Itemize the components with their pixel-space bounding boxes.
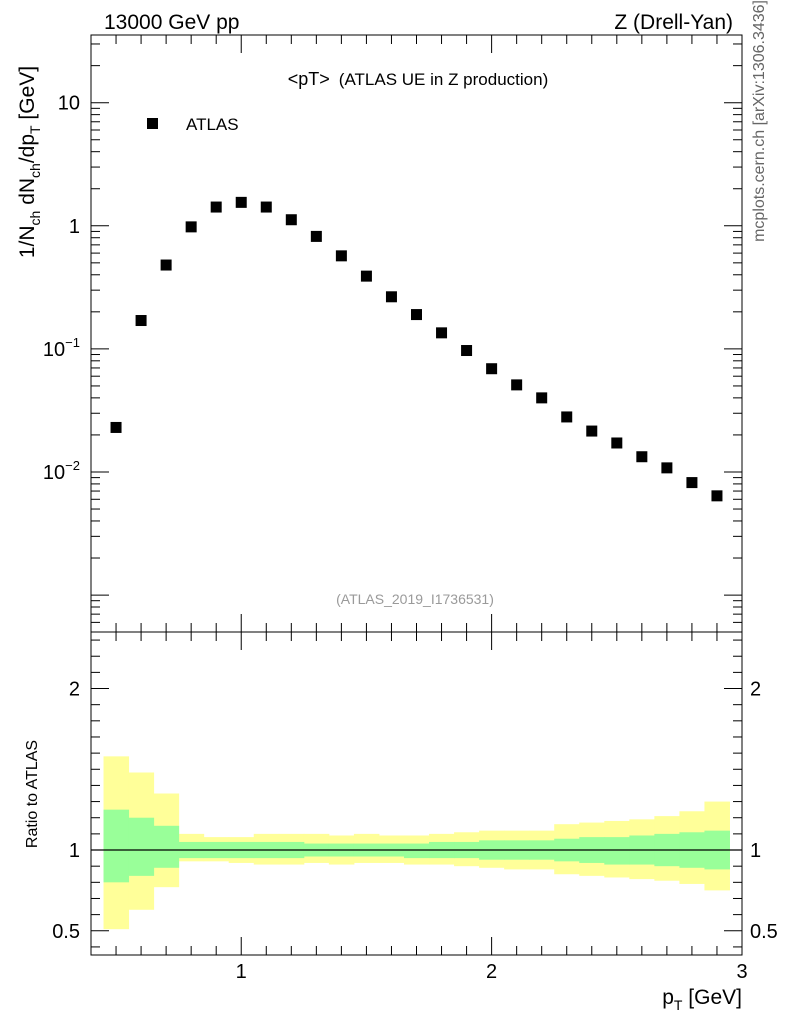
data-point <box>461 345 473 357</box>
xlabel-sub: T <box>674 997 683 1013</box>
mcplots-side-label: mcplots.cern.ch [arXiv:1306.3436] <box>751 0 768 242</box>
x-tick-label: 1 <box>236 961 247 983</box>
title-subtitle: (ATLAS UE in Z production) <box>339 70 548 89</box>
data-point <box>110 421 122 433</box>
ratio-y-tick-label-right: 1 <box>750 840 761 862</box>
main-title: <pT> (ATLAS UE in Z production) <box>288 69 548 89</box>
data-point <box>686 477 698 489</box>
data-point <box>235 196 247 208</box>
data-point <box>385 291 397 303</box>
ratio-y-tick-label-left: 0.5 <box>52 921 80 943</box>
ylabel-part: [GeV] <box>16 66 39 126</box>
data-point <box>335 250 347 262</box>
green-band-bin <box>403 843 430 859</box>
y-tick-label-base: 10 <box>58 93 80 115</box>
y-tick-label-exp: −1 <box>65 335 80 350</box>
ylabel-part: dN <box>16 178 39 211</box>
data-point <box>511 379 523 391</box>
y-tick-label: 10 <box>58 93 80 115</box>
legend-label-atlas: ATLAS <box>186 115 239 134</box>
main-y-axis-label: 1/Nch dNch/dpT [GeV] <box>16 66 43 258</box>
data-point <box>135 315 147 327</box>
ratio-y-tick-label-right: 0.5 <box>750 921 778 943</box>
xlabel-part: p <box>662 986 674 1009</box>
ylabel-part: /dp <box>16 134 39 163</box>
data-point <box>436 327 448 339</box>
ratio-panel: 2 2 1 1 0.5 0.5 1 2 3 Ratio to ATLAS pT [GeV] <box>24 631 778 1013</box>
data-point <box>586 425 598 437</box>
data-point <box>611 437 623 449</box>
header-energy-label: 13000 GeV pp <box>104 11 239 34</box>
data-point <box>486 363 498 375</box>
ratio-uncertainty-bands <box>103 756 730 930</box>
green-band-bin <box>604 837 630 865</box>
ratio-y-tick-label-left: 1 <box>69 840 80 862</box>
x-axis-label: pT [GeV] <box>662 986 742 1013</box>
data-point <box>285 214 297 226</box>
ylabel-sub: T <box>27 125 43 134</box>
analysis-label: (ATLAS_2019_I1736531) <box>336 591 494 607</box>
y-tick-label: 10−2 <box>43 458 80 484</box>
data-point <box>411 309 422 321</box>
x-tick-label: 2 <box>486 961 497 983</box>
header-process-label: Z (Drell-Yan) <box>614 11 733 34</box>
data-point <box>636 451 648 463</box>
data-point <box>210 201 222 213</box>
green-band-bin <box>128 817 155 876</box>
atlas-data-points <box>110 196 723 502</box>
ratio-axis-ticks <box>90 632 743 955</box>
data-point <box>260 201 272 213</box>
ylabel-part: 1/N <box>16 225 39 258</box>
x-tick-label: 3 <box>736 961 747 983</box>
data-point <box>360 270 372 282</box>
y-tick-label-base: 10 <box>43 462 65 484</box>
data-point <box>661 462 673 474</box>
y-tick-label: 1 <box>69 216 80 238</box>
ylabel-sub: ch <box>27 211 43 226</box>
data-point <box>185 221 197 233</box>
data-point <box>536 392 548 404</box>
data-point <box>711 490 723 502</box>
y-tick-label-base: 10 <box>43 339 65 361</box>
y-tick-label-base: 1 <box>69 216 80 238</box>
ylabel-sub: ch <box>27 163 43 178</box>
ratio-panel-frame <box>90 631 743 956</box>
legend-marker <box>147 118 158 129</box>
data-point <box>310 230 322 242</box>
y-tick-label: 10−1 <box>43 335 80 361</box>
green-band-bin <box>103 809 130 883</box>
y-tick-label-exp: −2 <box>65 458 80 473</box>
xlabel-part: [GeV] <box>682 986 742 1009</box>
data-point <box>561 411 573 423</box>
title-observable: <pT> <box>288 69 330 89</box>
ratio-y-tick-label-left: 2 <box>69 679 80 701</box>
main-axis-ticks <box>90 35 743 632</box>
data-point <box>160 259 172 271</box>
ratio-y-tick-label-right: 2 <box>750 679 761 701</box>
green-band-bin <box>153 825 180 868</box>
ratio-tick-labels: 2 2 1 1 0.5 0.5 1 2 3 <box>52 679 778 983</box>
ratio-y-axis-label: Ratio to ATLAS <box>24 740 41 848</box>
